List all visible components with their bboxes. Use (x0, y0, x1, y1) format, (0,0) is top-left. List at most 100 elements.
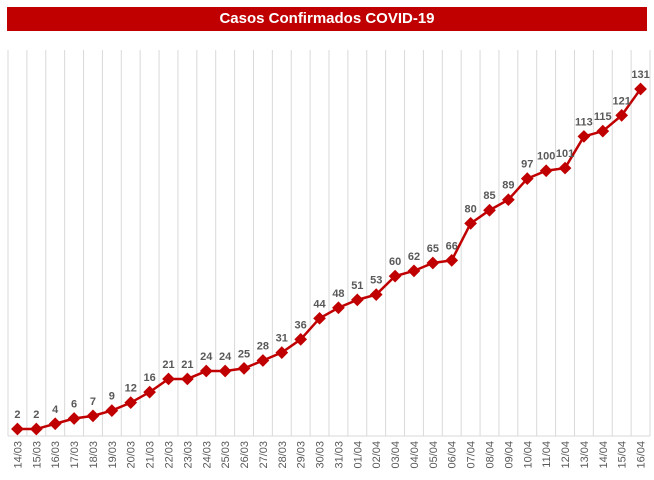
x-tick-label: 05/04 (428, 441, 440, 469)
data-point (388, 269, 402, 283)
data-label: 60 (389, 256, 401, 268)
data-label: 48 (332, 288, 344, 300)
data-label: 101 (556, 148, 574, 160)
data-label: 113 (575, 116, 593, 128)
data-point (464, 217, 477, 230)
x-tick-label: 20/03 (126, 441, 138, 469)
data-point (275, 346, 289, 359)
data-point (162, 372, 175, 386)
x-tick-label: 08/04 (485, 441, 497, 469)
x-tick-label: 19/03 (107, 441, 119, 469)
x-tick-label: 16/04 (636, 441, 648, 469)
data-point (313, 311, 326, 325)
data-point (181, 372, 194, 386)
data-point (577, 130, 591, 143)
data-point (124, 396, 138, 410)
data-label: 97 (521, 159, 533, 171)
x-tick-label: 22/03 (164, 441, 176, 469)
data-point (369, 288, 383, 301)
x-tick-label: 10/04 (522, 441, 534, 469)
x-tick-label: 31/03 (333, 441, 345, 469)
data-label: 80 (464, 203, 476, 215)
data-label: 2 (14, 409, 20, 421)
data-label: 65 (427, 243, 439, 255)
data-point (350, 293, 364, 307)
x-tick-label: 15/03 (31, 441, 43, 469)
x-tick-label: 12/04 (560, 441, 572, 469)
x-tick-label: 23/03 (182, 441, 194, 469)
data-point (218, 364, 232, 378)
x-tick-label: 11/04 (541, 441, 553, 468)
x-tick-label: 30/03 (315, 441, 327, 469)
x-tick-label: 03/04 (390, 441, 402, 469)
data-point (105, 404, 119, 417)
data-label: 100 (537, 151, 555, 163)
data-label: 85 (483, 190, 495, 202)
x-tick-label: 15/04 (617, 441, 629, 469)
data-point (426, 256, 440, 270)
x-tick-label: 02/04 (371, 441, 383, 469)
data-label: 7 (90, 396, 96, 408)
data-point (237, 362, 251, 375)
data-label: 24 (219, 351, 232, 363)
data-point (407, 264, 421, 278)
data-label: 115 (594, 111, 612, 123)
data-label: 66 (446, 240, 458, 252)
data-label: 62 (408, 251, 420, 263)
data-label: 24 (200, 351, 213, 363)
data-point (294, 333, 308, 346)
chart-title: Casos Confirmados COVID-19 (7, 7, 647, 31)
data-point (29, 422, 43, 436)
data-label: 25 (238, 348, 250, 360)
x-tick-label: 24/03 (201, 441, 213, 469)
data-label: 89 (502, 180, 514, 192)
x-tick-label: 21/03 (145, 441, 157, 469)
data-label: 36 (295, 319, 307, 331)
data-point (48, 417, 62, 431)
x-tick-label: 04/04 (409, 441, 421, 469)
data-label: 44 (313, 298, 326, 310)
data-label: 2 (33, 409, 39, 421)
x-tick-label: 13/04 (579, 441, 591, 469)
x-tick-label: 26/03 (239, 441, 251, 469)
data-label: 21 (181, 359, 193, 371)
x-tick-label: 14/04 (598, 441, 610, 469)
x-tick-label: 09/04 (503, 441, 515, 469)
data-label: 4 (52, 404, 59, 416)
data-point (539, 164, 553, 178)
data-point (445, 253, 459, 267)
data-point (256, 354, 270, 367)
data-point (483, 203, 496, 217)
data-label: 9 (109, 391, 115, 403)
data-point (67, 412, 81, 425)
data-point (199, 364, 213, 378)
x-tick-label: 18/03 (88, 441, 100, 469)
data-label: 51 (351, 280, 363, 292)
data-label: 21 (162, 359, 174, 371)
data-point (332, 301, 345, 315)
data-label: 12 (125, 383, 137, 395)
data-point (558, 161, 572, 175)
x-tick-label: 16/03 (50, 441, 62, 469)
series-line (17, 88, 642, 431)
x-tick-label: 07/04 (466, 441, 478, 469)
x-tick-label: 01/04 (352, 441, 364, 469)
data-label: 53 (370, 275, 382, 287)
data-point (143, 385, 156, 399)
x-tick-label: 25/03 (220, 441, 232, 469)
data-label: 28 (257, 340, 269, 352)
x-tick-label: 28/03 (277, 441, 289, 469)
data-point (11, 422, 24, 436)
x-tick-label: 14/03 (12, 441, 24, 469)
x-tick-label: 06/04 (447, 441, 459, 469)
data-point (86, 409, 100, 423)
x-tick-label: 17/03 (69, 441, 81, 469)
data-label: 6 (71, 398, 77, 410)
data-label: 16 (143, 372, 155, 384)
data-label: 121 (612, 95, 630, 107)
data-label: 131 (631, 69, 649, 81)
x-tick-label: 27/03 (258, 441, 270, 469)
data-label: 31 (276, 333, 288, 345)
x-tick-label: 29/03 (296, 441, 308, 469)
